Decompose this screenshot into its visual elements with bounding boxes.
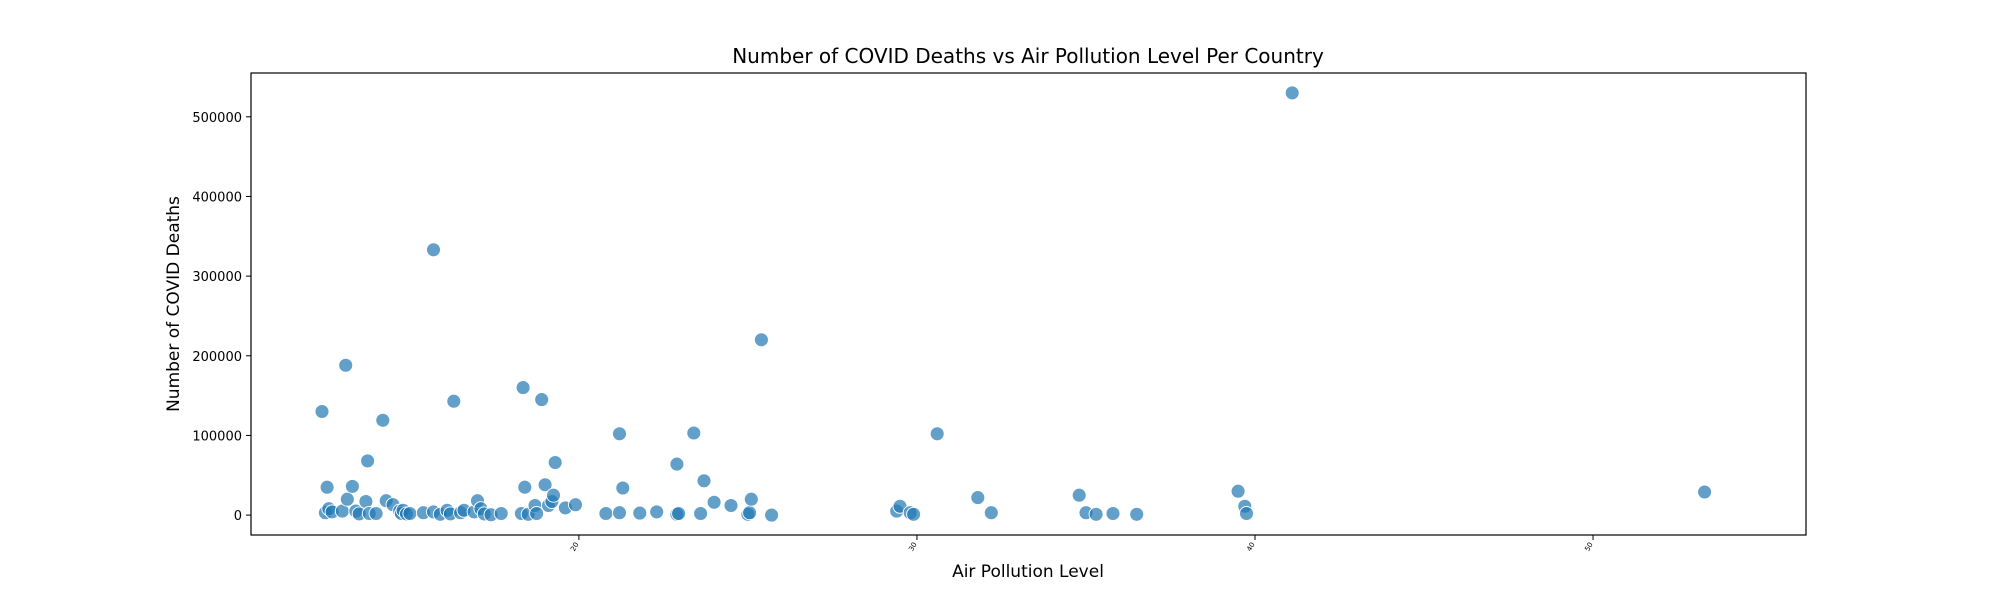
data-point xyxy=(693,506,709,521)
points-layer xyxy=(314,85,1713,523)
data-point xyxy=(686,425,702,441)
data-point xyxy=(375,412,391,428)
data-point xyxy=(1129,506,1145,522)
data-point xyxy=(929,426,945,442)
y-tick-label: 100000 xyxy=(192,429,242,444)
y-axis: 0 100000 200000 300000 400000 500000 xyxy=(192,111,251,524)
data-point xyxy=(615,480,631,496)
data-point xyxy=(360,453,376,469)
data-point xyxy=(764,507,780,523)
data-point xyxy=(983,505,999,521)
data-point xyxy=(696,473,712,489)
data-point xyxy=(493,506,509,521)
data-point xyxy=(669,456,685,472)
data-point xyxy=(446,393,462,409)
data-point xyxy=(426,242,441,258)
x-tick-label: 30 xyxy=(907,541,918,553)
data-point xyxy=(515,380,531,396)
x-tick-label: 50 xyxy=(1583,541,1594,553)
data-point xyxy=(1284,85,1300,101)
y-tick-label: 300000 xyxy=(192,270,242,285)
data-point xyxy=(1105,506,1121,521)
data-point xyxy=(402,506,418,521)
data-point xyxy=(546,487,561,503)
data-point xyxy=(314,404,330,419)
y-axis-label: Number of COVID Deaths xyxy=(164,196,184,412)
data-point xyxy=(534,392,550,408)
data-point xyxy=(1230,483,1246,499)
data-point xyxy=(906,506,922,522)
data-point xyxy=(1071,487,1087,503)
data-point xyxy=(598,506,614,521)
x-tick-label: 20 xyxy=(569,541,580,553)
x-axis-label: Air Pollution Level xyxy=(952,562,1104,582)
data-point xyxy=(612,426,627,442)
data-point xyxy=(529,506,545,521)
data-point xyxy=(649,504,665,520)
y-tick-label: 400000 xyxy=(192,190,242,205)
data-point xyxy=(742,505,758,521)
data-point xyxy=(344,478,360,494)
data-point xyxy=(537,477,553,493)
x-tick-label: 40 xyxy=(1245,541,1256,553)
y-tick-label: 500000 xyxy=(192,111,242,126)
y-tick-label: 200000 xyxy=(192,350,242,365)
data-point xyxy=(368,506,384,521)
data-point xyxy=(632,505,648,521)
plot-frame xyxy=(250,72,1807,536)
data-point xyxy=(517,479,533,495)
chart-title: Number of COVID Deaths vs Air Pollution … xyxy=(732,44,1324,68)
data-point xyxy=(723,498,739,513)
data-point xyxy=(743,491,759,507)
data-point xyxy=(338,357,354,373)
y-tick-label: 0 xyxy=(234,509,242,524)
data-point xyxy=(319,479,335,495)
data-point xyxy=(1239,506,1254,521)
data-point xyxy=(706,494,722,510)
data-point xyxy=(1088,506,1104,522)
x-axis: 20 30 40 50 xyxy=(569,535,1595,553)
data-point xyxy=(547,455,563,470)
data-point xyxy=(568,497,583,513)
data-point xyxy=(753,332,769,348)
data-point xyxy=(339,491,355,507)
data-point xyxy=(671,506,687,521)
data-point xyxy=(970,490,986,506)
data-point xyxy=(612,505,627,521)
data-point xyxy=(1697,484,1713,500)
